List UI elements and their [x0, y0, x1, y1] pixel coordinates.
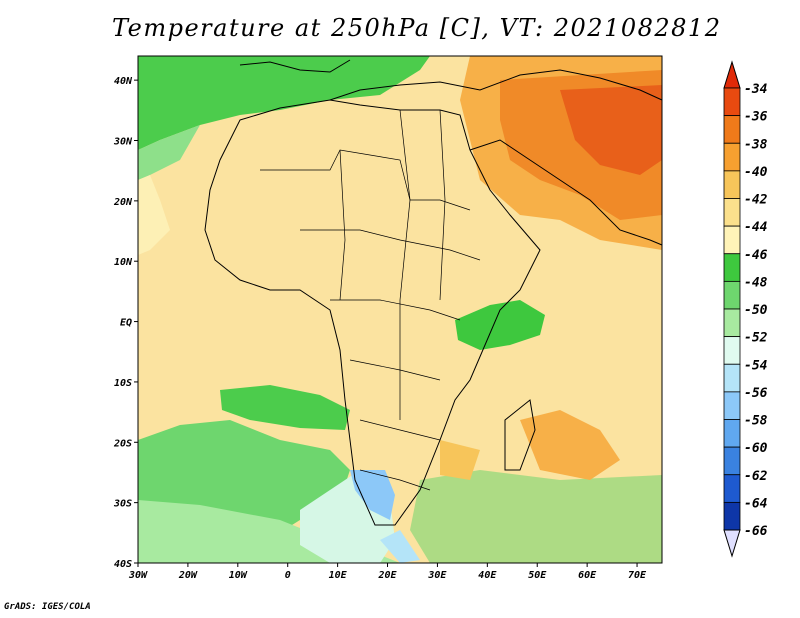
colorbar-label: -38 — [744, 137, 768, 152]
colorbar-label: -42 — [744, 193, 768, 208]
colorbar-label: -46 — [744, 248, 768, 263]
colorbar-segment — [723, 198, 741, 227]
x-tick-label: 20W — [178, 570, 198, 581]
colorbar-label: -54 — [744, 358, 768, 373]
x-tick-label: 40E — [478, 570, 497, 581]
y-axis-ticks: 40N 30N 20N 10N EQ 10S 20S 30S 40S — [113, 76, 138, 570]
colorbar-label: -36 — [744, 110, 768, 125]
x-tick-label: 0 — [285, 570, 291, 581]
colorbar-label: -50 — [744, 303, 768, 318]
y-tick-label: 40S — [114, 559, 132, 570]
x-tick-label: 50E — [528, 570, 547, 581]
colorbar-segment — [723, 419, 741, 448]
colorbar-segment — [723, 253, 741, 282]
y-tick-label: 10S — [114, 378, 132, 389]
colorbar-label: -44 — [744, 220, 768, 235]
colorbar-bottom-arrow — [723, 529, 741, 558]
y-tick-label: 30N — [113, 137, 133, 148]
colorbar-label: -40 — [744, 165, 768, 180]
country-borders — [260, 109, 481, 491]
x-tick-label: 10W — [229, 570, 248, 581]
x-tick-label: 60E — [578, 570, 597, 581]
colorbar-label: -48 — [744, 275, 768, 290]
colorbar-segment — [723, 170, 741, 199]
colorbar-label: -58 — [744, 414, 768, 429]
x-tick-label: 70E — [628, 570, 647, 581]
y-tick-label: 40N — [114, 76, 133, 87]
y-tick-label: 30S — [113, 499, 132, 510]
colorbar-segment — [723, 391, 741, 420]
colorbar-segment — [723, 363, 741, 393]
colorbar-segment — [723, 115, 741, 144]
colorbar-segment — [723, 336, 741, 365]
y-tick-label: 20S — [113, 438, 132, 449]
x-tick-label: 10E — [329, 570, 348, 581]
colorbar-segment — [723, 87, 741, 117]
x-tick-label: 20E — [377, 570, 397, 581]
y-tick-label: 10N — [114, 257, 133, 268]
colorbar-label: -52 — [744, 331, 768, 346]
colorbar-label: -62 — [744, 469, 768, 484]
y-tick-label: 20N — [113, 197, 133, 208]
colorbar-label: -56 — [744, 386, 768, 401]
colorbar-label: -34 — [744, 82, 768, 97]
colorbar-label: -64 — [744, 496, 768, 511]
chart-title: Temperature at 250hPa [C], VT: 202108281… — [112, 14, 722, 42]
y-tick-label: EQ — [120, 318, 132, 329]
colorbar-label: -66 — [744, 524, 768, 539]
colorbar-label: -60 — [744, 441, 768, 456]
colorbar-segment — [723, 446, 741, 476]
colorbar-segment — [723, 142, 741, 172]
colorbar-segment — [723, 501, 741, 531]
x-axis-ticks: 30W 20W 10W 0 10E 20E 30E 40E 50E 60E 70E — [128, 563, 647, 581]
colorbar: -34 -36 -38 -40 -42 -44 -46 -48 -50 -52 -54 -56 -58 -… — [723, 60, 768, 558]
map-frame — [137, 55, 663, 564]
colorbar-segment — [723, 474, 741, 503]
colorbar-segment — [723, 308, 741, 338]
colorbar-segment — [723, 225, 741, 255]
credit-text: GrADS: IGES/COLA — [4, 602, 91, 612]
colorbar-segment — [723, 280, 741, 310]
x-tick-label: 30E — [427, 570, 447, 581]
colorbar-top-arrow — [723, 60, 741, 89]
x-tick-label: 30W — [128, 570, 148, 581]
